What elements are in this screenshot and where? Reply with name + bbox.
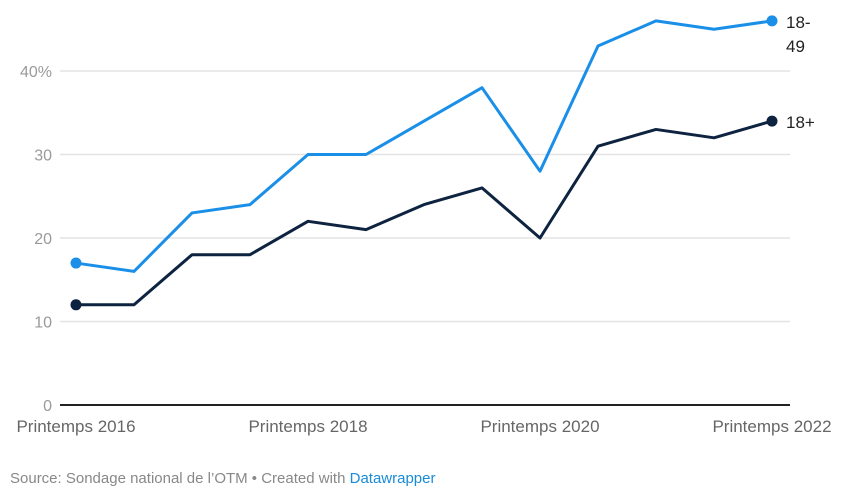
start-point-18+ bbox=[70, 299, 82, 311]
x-tick-label: Printemps 2016 bbox=[16, 417, 135, 436]
y-tick-label: 10 bbox=[34, 315, 52, 332]
y-tick-label: 0 bbox=[43, 398, 52, 415]
end-point-18+ bbox=[766, 115, 778, 127]
series-line-18-49 bbox=[75, 19, 773, 273]
y-tick-label: 40% bbox=[20, 64, 52, 81]
source-footer: Source: Sondage national de l’OTM • Crea… bbox=[10, 470, 436, 487]
end-point-18-49 bbox=[766, 15, 778, 27]
y-tick-label: 20 bbox=[34, 231, 52, 248]
y-tick-label: 30 bbox=[34, 148, 52, 165]
start-point-18-49 bbox=[70, 257, 82, 269]
series-label-18+: 18+ bbox=[786, 113, 815, 132]
x-tick-label: Printemps 2018 bbox=[248, 417, 367, 436]
series-label-18-49: 18- bbox=[786, 13, 811, 32]
x-tick-label: Printemps 2020 bbox=[480, 417, 599, 436]
x-tick-label: Printemps 2022 bbox=[712, 417, 831, 436]
datawrapper-link[interactable]: Datawrapper bbox=[349, 470, 436, 487]
series-line-18+ bbox=[76, 119, 773, 307]
series-label-18-49: 49 bbox=[786, 37, 805, 56]
source-text: Source: Sondage national de l’OTM • Crea… bbox=[10, 470, 350, 487]
